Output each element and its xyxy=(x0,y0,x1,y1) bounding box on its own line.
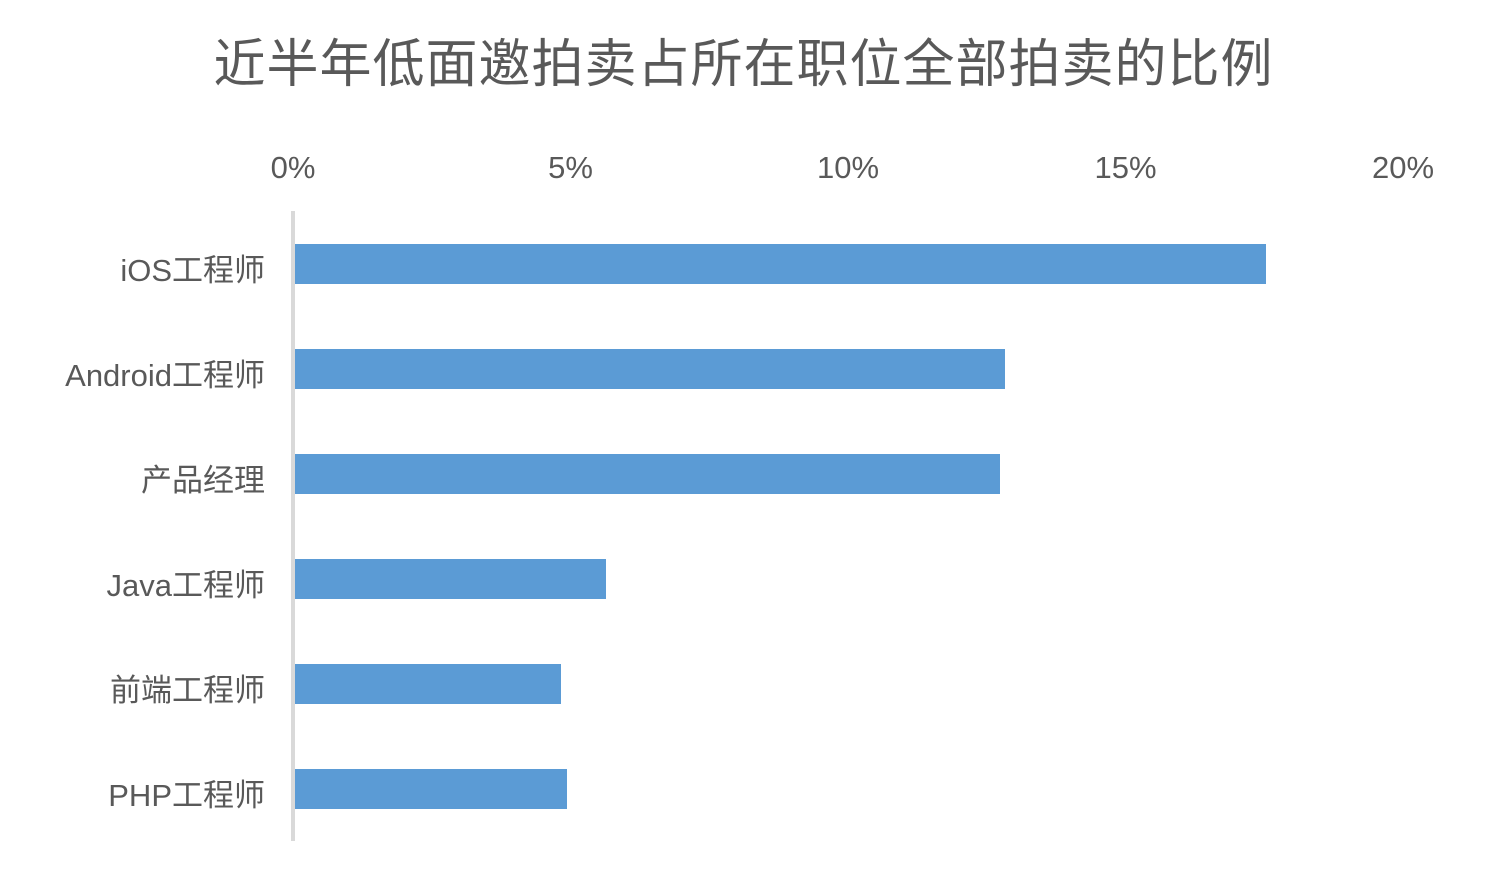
chart-title: 近半年低面邀拍卖占所在职位全部拍卖的比例 xyxy=(213,36,1274,94)
bar-Java工程师 xyxy=(295,558,606,599)
bar-前端工程师 xyxy=(295,663,562,704)
category-label: 产品经理 xyxy=(141,462,265,498)
bar-iOS工程师 xyxy=(295,243,1267,284)
bar-Android工程师 xyxy=(295,348,1006,389)
bar-产品经理 xyxy=(295,453,1000,494)
category-label: Java工程师 xyxy=(106,567,265,603)
x-axis-tick-label: 20% xyxy=(1371,150,1435,185)
x-axis-tick-label: 5% xyxy=(548,150,593,185)
category-label: iOS工程师 xyxy=(120,252,265,288)
y-axis-line xyxy=(291,211,295,841)
x-axis-tick-label: 0% xyxy=(270,150,316,185)
category-label: 前端工程师 xyxy=(110,672,265,708)
category-label: PHP工程师 xyxy=(108,777,265,813)
x-axis-tick-label: 10% xyxy=(816,150,880,185)
x-axis-tick-label: 15% xyxy=(1094,150,1157,185)
bar-PHP工程师 xyxy=(295,768,567,809)
category-label: Android工程师 xyxy=(65,357,265,393)
